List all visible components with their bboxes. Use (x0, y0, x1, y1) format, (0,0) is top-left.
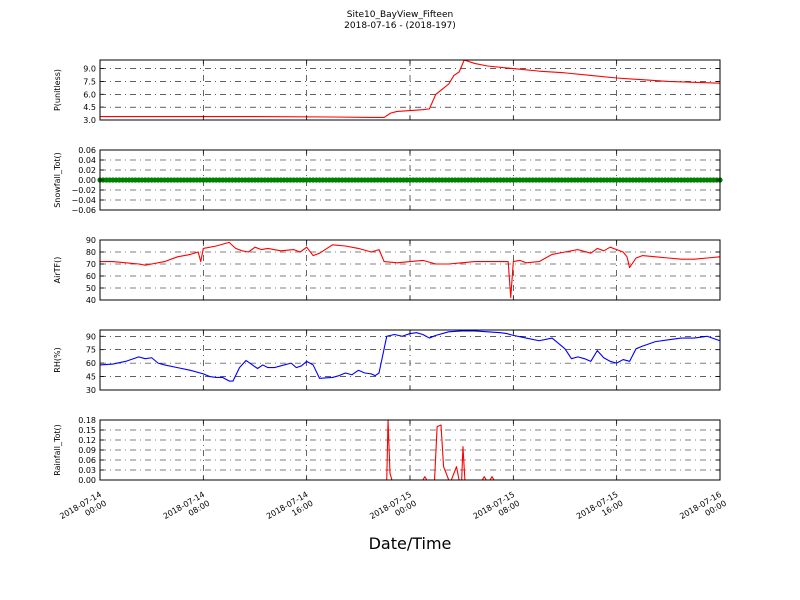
y-tick-label: 60 (86, 359, 96, 368)
y-tick-label: 45 (86, 373, 96, 382)
x-tick-label: 2018-07-1500:00 (368, 490, 418, 530)
y-tick-label: 0.03 (78, 466, 96, 475)
x-tick-label: 2018-07-1600:00 (678, 490, 728, 530)
y-tick-label: 7.5 (83, 77, 96, 86)
y-axis-label: P(unitless) (53, 69, 62, 111)
y-tick-label: 90 (86, 236, 96, 245)
y-tick-label: 90 (86, 332, 96, 341)
y-tick-label: 0.00 (78, 176, 96, 185)
y-tick-label: 0.04 (78, 156, 96, 165)
y-tick-label: 9.0 (83, 65, 96, 74)
y-axis-label: Snowfall_Tot() (53, 152, 62, 208)
y-tick-label: 4.5 (83, 103, 96, 112)
y-axis-label: RH(%) (53, 347, 62, 372)
y-tick-label: −0.04 (71, 196, 96, 205)
y-tick-label: 0.12 (78, 436, 96, 445)
y-tick-label: 75 (86, 346, 96, 355)
y-axis-label: AirTF() (53, 257, 62, 284)
y-tick-label: 0.02 (78, 166, 96, 175)
y-tick-label: 6.0 (83, 90, 96, 99)
y-tick-label: 0.09 (78, 446, 96, 455)
y-tick-label: 60 (86, 272, 96, 281)
series-line (100, 59, 721, 118)
figure-title: Site10_BayView_Fifteen 2018-07-16 - (201… (0, 10, 800, 32)
x-tick-label: 2018-07-1508:00 (472, 490, 522, 530)
x-tick-label: 2018-07-1516:00 (575, 490, 625, 530)
y-tick-label: −0.02 (71, 186, 96, 195)
y-tick-label: 0.00 (78, 476, 96, 485)
y-tick-label: 0.18 (78, 416, 96, 425)
figure-title-date: 2018-07-16 - (2018-197) (344, 21, 456, 31)
y-tick-label: 50 (86, 284, 96, 293)
x-tick-label: 2018-07-1416:00 (265, 490, 315, 530)
y-tick-label: 0.15 (78, 426, 96, 435)
y-tick-label: 30 (86, 386, 96, 395)
y-tick-label: 3.0 (83, 116, 96, 125)
y-tick-label: −0.06 (71, 206, 96, 215)
y-tick-label: 0.06 (78, 146, 96, 155)
figure-title-site: Site10_BayView_Fifteen (346, 10, 454, 20)
y-tick-label: 40 (86, 296, 96, 305)
x-axis-title: Date/Time (368, 534, 452, 553)
x-tick-label: 2018-07-1408:00 (162, 490, 212, 530)
y-tick-label: 0.06 (78, 456, 96, 465)
series-line (100, 241, 721, 299)
y-axis-label: Rainfall_Tot() (53, 424, 62, 476)
y-tick-label: 70 (86, 260, 96, 269)
x-tick-label: 2018-07-1400:00 (58, 490, 108, 530)
series-line (99, 330, 721, 382)
y-tick-label: 80 (86, 248, 96, 257)
